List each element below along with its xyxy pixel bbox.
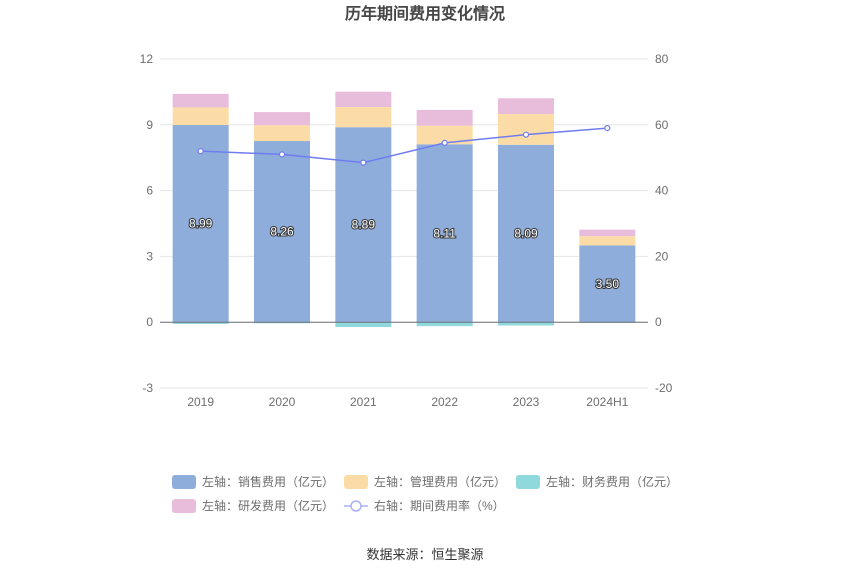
legend-swatch (350, 500, 362, 512)
line-point (522, 131, 530, 138)
legend-swatch (344, 475, 368, 489)
bar-segment (254, 141, 310, 323)
right-tick-label: 20 (655, 249, 669, 263)
left-tick-label: 6 (146, 184, 153, 198)
bar-segment (254, 112, 310, 126)
bar-segment (498, 144, 554, 323)
legend-swatch (516, 475, 540, 489)
bar-segment (498, 98, 554, 115)
x-tick-label: 2023 (513, 395, 540, 409)
line-point (197, 148, 204, 155)
legend-label: 左轴：研发费用（亿元） (202, 498, 334, 513)
bar-segment (579, 245, 636, 323)
line-point (360, 159, 367, 166)
x-tick-label: 2020 (269, 395, 296, 409)
line-path (200, 127, 608, 164)
bar-value-label: 3.50 (596, 277, 620, 291)
bar-segment (335, 107, 392, 128)
bar-value-label: 8.89 (352, 218, 376, 232)
bar-segment (416, 144, 473, 323)
bar-segment (498, 114, 554, 145)
line-point (441, 139, 448, 146)
bar-value-label: 8.26 (270, 225, 294, 239)
legend-label: 左轴：管理费用（亿元） (374, 474, 506, 489)
legend-label: 左轴：销售费用（亿元） (202, 474, 334, 489)
bars (172, 91, 636, 328)
bar-segment (172, 125, 229, 323)
bar-segment (416, 125, 473, 145)
bar-segment (254, 322, 310, 324)
line-point (604, 124, 611, 132)
left-tick-label: 0 (146, 315, 153, 329)
axes: -3 0 3 6 9 12 -20 0 20 40 60 80 2019 2020 2021 2022 2023… (140, 52, 673, 409)
x-tick-label: 2022 (431, 395, 458, 409)
bar-value-label: 8.09 (514, 226, 538, 240)
bar-value-label: 8.11 (433, 226, 456, 240)
bar-segment (254, 125, 310, 142)
bar-segment (498, 322, 554, 326)
legend[interactable]: 左轴：销售费用（亿元） 左轴：管理费用（亿元） 左轴：财务费用（亿元） 左轴：研发费用… (172, 474, 678, 513)
legend-label: 右轴：期间费用率（%） (374, 498, 505, 513)
legend-swatch (172, 499, 196, 513)
x-tick-label: 2024H1 (586, 395, 628, 409)
right-tick-label: 60 (655, 118, 669, 132)
chart-title: 历年期间费用变化情况 (345, 4, 505, 23)
left-tick-label: 12 (140, 52, 154, 66)
right-tick-label: 0 (655, 315, 662, 329)
x-tick-label: 2019 (187, 395, 214, 409)
left-tick-label: 9 (146, 118, 153, 132)
source-note: 数据来源：恒生聚源 (366, 547, 483, 562)
bar-segment (416, 109, 473, 126)
line-series (197, 124, 611, 166)
left-tick-label: -3 (142, 381, 153, 395)
bar-segment (579, 236, 636, 246)
legend-label: 左轴：财务费用（亿元） (546, 474, 678, 489)
right-tick-label: 40 (655, 184, 669, 198)
x-tick-label: 2021 (350, 395, 377, 409)
line-point (278, 151, 286, 158)
data-labels: 8.99 8.26 8.89 8.11 8.09 3.50 (188, 216, 620, 292)
right-tick-label: -20 (655, 381, 673, 395)
grid (160, 58, 648, 389)
bar-segment (335, 91, 392, 108)
left-tick-label: 3 (146, 249, 153, 263)
bar-segment (172, 322, 229, 324)
bar-segment (335, 322, 392, 328)
bar-segment (416, 322, 473, 327)
bar-segment (172, 107, 229, 126)
bar-segment (172, 93, 229, 108)
bar-segment (579, 229, 636, 237)
bar-value-label: 8.99 (189, 217, 213, 231)
legend-swatch (172, 475, 196, 489)
right-tick-label: 80 (655, 52, 669, 66)
